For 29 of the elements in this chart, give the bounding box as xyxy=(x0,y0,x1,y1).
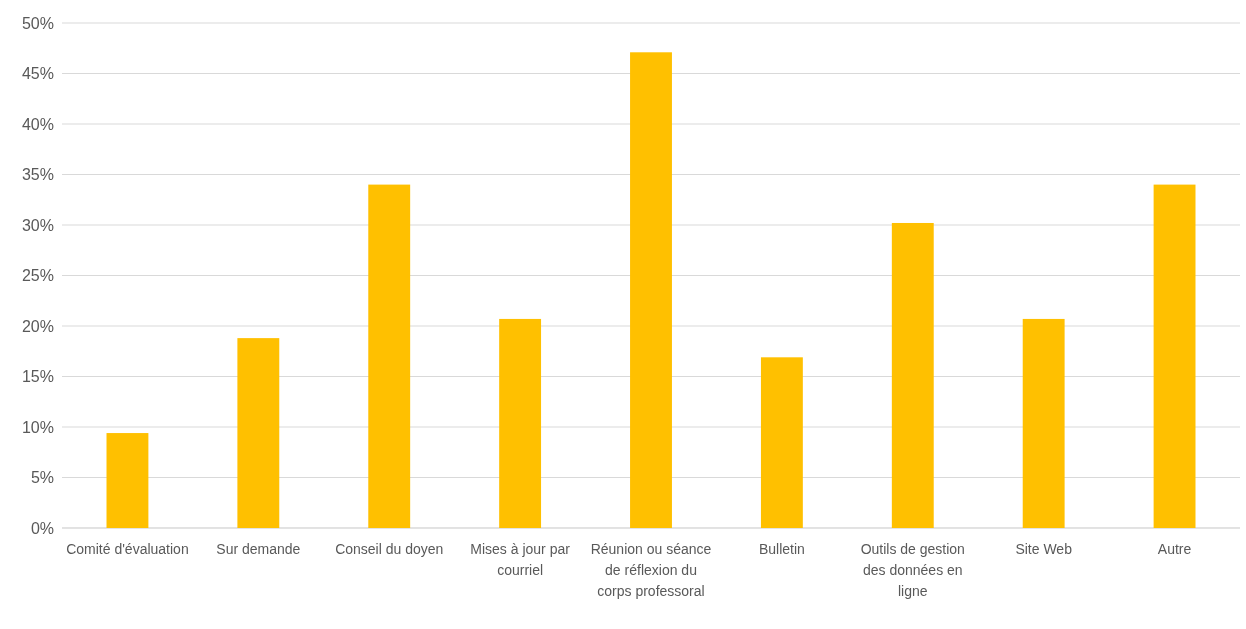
bar xyxy=(760,357,803,528)
x-tick-label: Outils de gestion des données en ligne xyxy=(860,541,965,599)
y-tick-label: 0% xyxy=(30,519,54,537)
x-tick-label: Mises à jour par courriel xyxy=(470,541,571,578)
y-tick-label: 5% xyxy=(30,469,54,487)
x-tick-label: Comité d'évaluation xyxy=(66,541,189,557)
bar xyxy=(1022,318,1065,528)
y-tick-label: 35% xyxy=(21,166,54,184)
bar xyxy=(1153,184,1196,528)
bar xyxy=(106,433,149,528)
y-tick-label: 15% xyxy=(21,368,54,386)
x-tick-label: Site Web xyxy=(1015,541,1073,557)
x-tick-label: Conseil du doyen xyxy=(335,541,444,557)
bar xyxy=(630,52,672,528)
bar xyxy=(499,318,542,528)
y-tick-label: 25% xyxy=(21,267,54,285)
x-tick-label: Réunion ou séance de réflexion du corps professoral xyxy=(590,541,712,599)
bar xyxy=(368,184,411,528)
y-tick-label: 10% xyxy=(21,418,54,436)
x-tick-label: Bulletin xyxy=(758,541,805,557)
y-tick-label: 40% xyxy=(21,115,54,133)
bar xyxy=(237,338,280,528)
y-tick-label: 45% xyxy=(21,65,54,83)
y-tick-label: 50% xyxy=(21,14,54,32)
x-tick-label: Sur demande xyxy=(216,541,301,557)
y-tick-label: 20% xyxy=(21,317,54,335)
bar xyxy=(891,222,934,528)
x-tick-label: Autre xyxy=(1157,541,1192,557)
y-tick-label: 30% xyxy=(21,216,54,234)
